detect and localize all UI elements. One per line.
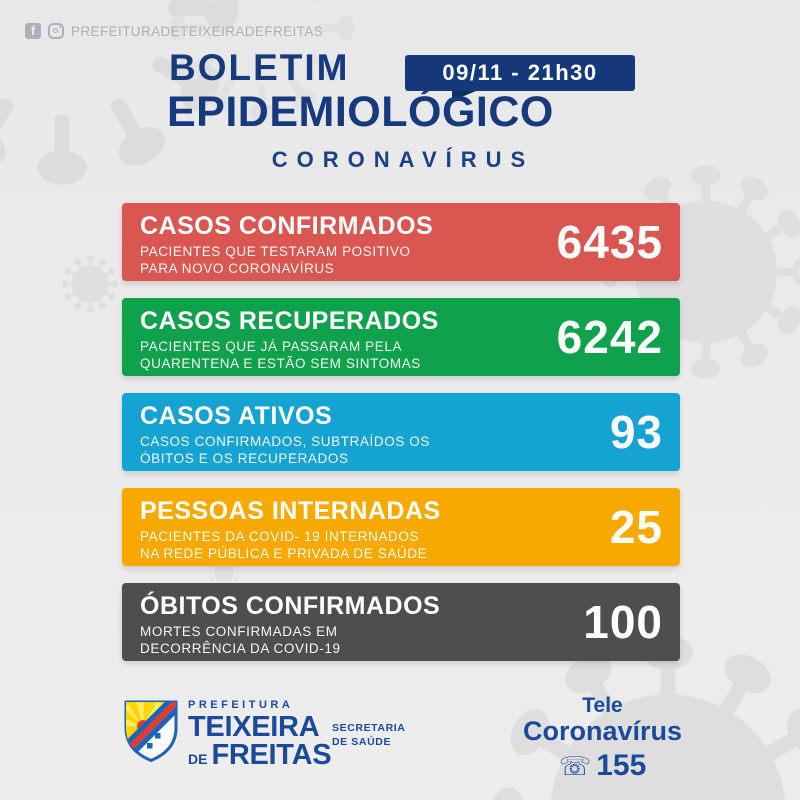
logo-prefeitura-label: PREFEITURA xyxy=(188,699,294,711)
city-logo-text: PREFEITURA TEIXEIRA DE FREITAS xyxy=(188,699,332,771)
datetime-text: 09/11 - 21h30 xyxy=(442,60,598,85)
card-desc-line: QUARENTENA E ESTÃO SEM SINTOMAS xyxy=(140,356,421,372)
datetime-badge: 09/11 - 21h30 xyxy=(405,55,635,91)
card-desc-line: CASOS CONFIRMADOS, SUBTRAÍDOS OS xyxy=(140,433,430,449)
bulletin-subtitle: CORONAVÍRUS xyxy=(271,147,535,172)
card-desc-line: MORTES CONFIRMADAS EM xyxy=(140,623,338,639)
card-desc-line: DECORRÊNCIA DA COVID-19 xyxy=(140,641,341,657)
card-value: 25 xyxy=(609,501,663,553)
bulletin-title-line2: EPIDEMIOLÓGICO xyxy=(167,88,554,136)
card-casos-confirmados: CASOS CONFIRMADOS PACIENTES QUE TESTARAM… xyxy=(122,203,680,281)
facebook-icon: f xyxy=(25,23,41,39)
card-casos-recuperados: CASOS RECUPERADOS PACIENTES QUE JÁ PASSA… xyxy=(122,298,680,376)
badge-ribbon-tail xyxy=(452,91,476,101)
social-bar: f PREFEITURADETEIXEIRADEFREITAS xyxy=(25,23,323,39)
telephone-icon: ☏ xyxy=(558,750,592,781)
card-value: 6435 xyxy=(556,216,663,268)
secretaria-line1: SECRETARIA xyxy=(332,722,406,734)
card-casos-ativos: CASOS ATIVOS CASOS CONFIRMADOS, SUBTRAÍD… xyxy=(122,393,680,471)
card-value: 93 xyxy=(609,406,663,458)
tele-coronavirus-block: Tele Coronavírus ☏ 155 xyxy=(500,694,705,781)
card-description: MORTES CONFIRMADAS EM DECORRÊNCIA DA COV… xyxy=(140,623,550,658)
tele-line2: Coronavírus xyxy=(522,716,683,747)
tele-number: 155 xyxy=(596,748,647,782)
card-desc-line: PACIENTES QUE JÁ PASSARAM PELA xyxy=(140,338,403,354)
instagram-icon xyxy=(48,23,64,39)
card-obitos-confirmados: ÓBITOS CONFIRMADOS MORTES CONFIRMADAS EM… xyxy=(122,583,680,661)
card-desc-line: PARA NOVO CORONAVÍRUS xyxy=(140,261,335,277)
social-handle: PREFEITURADETEIXEIRADEFREITAS xyxy=(71,23,324,39)
card-value: 100 xyxy=(583,596,663,648)
bulletin-title-line1: BOLETIM xyxy=(169,47,350,88)
card-desc-line: NA REDE PÚBLICA E PRIVADA DE SAÚDE xyxy=(140,546,428,562)
logo-de-label: DE xyxy=(188,751,208,767)
card-title: CASOS ATIVOS xyxy=(140,402,333,430)
stat-cards: CASOS CONFIRMADOS PACIENTES QUE TESTARAM… xyxy=(122,203,680,678)
card-pessoas-internadas: PESSOAS INTERNADAS PACIENTES DA COVID- 1… xyxy=(122,488,680,566)
card-description: PACIENTES DA COVID- 19 INTERNADOS NA RED… xyxy=(140,528,550,563)
card-description: PACIENTES QUE JÁ PASSARAM PELA QUARENTEN… xyxy=(140,338,550,373)
city-shield-icon xyxy=(124,700,178,763)
logo-freitas-label: FREITAS xyxy=(211,739,332,771)
card-title: CASOS RECUPERADOS xyxy=(140,307,439,335)
card-description: PACIENTES QUE TESTARAM POSITIVO PARA NOV… xyxy=(140,243,550,278)
card-description: CASOS CONFIRMADOS, SUBTRAÍDOS OS ÓBITOS … xyxy=(140,433,550,468)
card-title: ÓBITOS CONFIRMADOS xyxy=(140,592,441,620)
card-desc-line: PACIENTES QUE TESTARAM POSITIVO xyxy=(140,243,411,259)
tele-line1: Tele xyxy=(582,694,623,717)
card-desc-line: PACIENTES DA COVID- 19 INTERNADOS xyxy=(140,528,420,544)
card-desc-line: ÓBITOS E OS RECUPERADOS xyxy=(140,451,349,467)
logo-city-line1: TEIXEIRA xyxy=(188,711,320,743)
card-value: 6242 xyxy=(556,311,663,363)
secretaria-line2: DE SAÚDE xyxy=(332,736,392,749)
tele-phone-row: ☏ 155 xyxy=(500,748,705,782)
card-title: CASOS CONFIRMADOS xyxy=(140,212,434,240)
logo-city-line2: DE FREITAS xyxy=(188,739,332,771)
secretaria-saude-label: SECRETARIA DE SAÚDE xyxy=(332,721,405,749)
card-title: PESSOAS INTERNADAS xyxy=(140,497,441,525)
